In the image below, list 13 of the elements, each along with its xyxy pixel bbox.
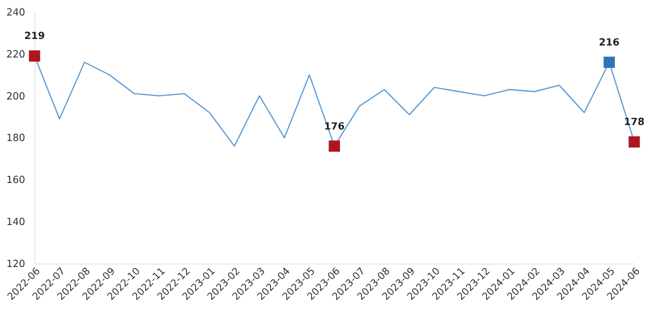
y-tick-label: 180	[6, 133, 26, 144]
y-tick-label: 200	[6, 91, 26, 102]
y-tick-label: 140	[6, 217, 26, 228]
y-tick-label: 160	[6, 175, 26, 186]
point	[604, 56, 615, 68]
point	[628, 136, 640, 148]
y-tick-label: 240	[6, 7, 26, 18]
point	[28, 50, 40, 62]
y-tick-label: 120	[6, 258, 26, 270]
y-tick-label: 220	[6, 49, 26, 60]
data-label: 219	[24, 31, 45, 42]
data-label: 216	[598, 38, 620, 49]
point	[328, 140, 340, 152]
